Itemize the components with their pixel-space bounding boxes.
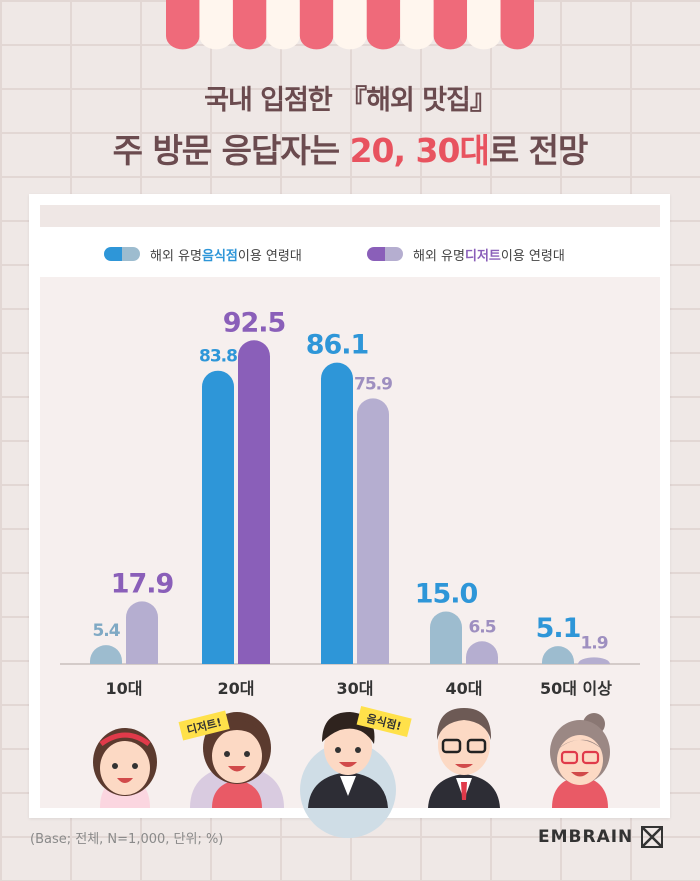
footnote: (Base; 전체, N=1,000, 단위; %) xyxy=(30,832,224,847)
data-label-restaurant: 83.8 xyxy=(199,347,237,367)
bar-dessert xyxy=(126,601,158,664)
bar-restaurant xyxy=(542,646,574,664)
awning-stripe xyxy=(433,0,468,50)
bar-dessert xyxy=(466,641,498,664)
bar-dessert xyxy=(578,657,610,664)
data-label-dessert: 6.5 xyxy=(468,617,495,637)
data-label-restaurant: 5.4 xyxy=(92,621,120,641)
data-label-dessert: 92.5 xyxy=(223,307,286,338)
title-line-2-pre: 주 방문 응답자는 xyxy=(112,131,350,170)
forties-man-illustration xyxy=(428,708,500,808)
bar-restaurant xyxy=(90,645,122,664)
legend-text-restaurant-pre: 해외 유명 xyxy=(150,248,202,264)
data-label-dessert: 17.9 xyxy=(111,568,174,599)
title-line-1: 국내 입점한 『해외 맛집』 xyxy=(204,85,497,116)
category-label: 20대 xyxy=(218,679,255,698)
brand-mark-icon xyxy=(641,826,664,848)
awning xyxy=(166,0,534,50)
legend-text-dessert-post: 이용 연령대 xyxy=(500,248,565,264)
category-label: 50대 이상 xyxy=(540,679,612,698)
brand-logo: EMBRAIN xyxy=(538,826,664,848)
title-line-2: 주 방문 응답자는 20, 30대로 전망 xyxy=(0,124,700,172)
legend-item-dessert: 해외 유명 디저트 이용 연령대 xyxy=(367,244,565,264)
awning-stripe xyxy=(366,0,401,50)
legend-swatch-dessert xyxy=(367,247,403,261)
brand-name: EMBRAIN xyxy=(538,827,634,847)
awning-stripe xyxy=(333,0,367,50)
legend-text-restaurant-post: 이용 연령대 xyxy=(237,248,302,264)
category-label: 30대 xyxy=(337,679,374,698)
awning-stripe xyxy=(299,0,334,50)
legend-item-restaurant: 해외 유명 음식점 이용 연령대 xyxy=(104,244,302,264)
data-label-restaurant: 86.1 xyxy=(306,330,369,361)
thirties-man-illustration: 음식점! xyxy=(300,706,412,838)
teen-girl-illustration xyxy=(93,728,157,808)
data-label-restaurant: 15.0 xyxy=(415,579,478,610)
twenties-girl-illustration: 디저트! xyxy=(178,710,284,808)
chart-top-bar xyxy=(40,205,660,227)
category-label: 40대 xyxy=(446,679,483,698)
title-line-2-highlight: 20, 30대 xyxy=(349,131,490,170)
category-label: 10대 xyxy=(106,679,143,698)
legend-text-dessert-pre: 해외 유명 xyxy=(413,248,465,264)
bar-restaurant xyxy=(430,611,462,664)
legend-text-restaurant-highlight: 음식점 xyxy=(201,248,238,264)
awning-stripe xyxy=(266,0,300,50)
awning-stripe xyxy=(400,0,434,50)
awning-stripe xyxy=(166,0,200,50)
awning-stripe xyxy=(467,0,501,50)
bar-dessert xyxy=(238,340,270,664)
bar-restaurant xyxy=(321,362,353,664)
legend-swatch-restaurant xyxy=(104,247,140,261)
legend-text-dessert-highlight: 디저트 xyxy=(464,248,501,264)
bar-dessert xyxy=(357,398,389,664)
data-label-restaurant: 5.1 xyxy=(536,613,581,644)
awning-stripe xyxy=(500,0,534,50)
bar-restaurant xyxy=(202,370,234,664)
awning-stripe xyxy=(199,0,233,50)
title-line-2-post: 로 전망 xyxy=(488,131,589,170)
awning-stripe xyxy=(232,0,267,50)
data-label-dessert: 75.9 xyxy=(354,374,392,394)
data-label-dessert: 1.9 xyxy=(580,633,607,653)
fifties-woman-illustration xyxy=(550,713,610,808)
